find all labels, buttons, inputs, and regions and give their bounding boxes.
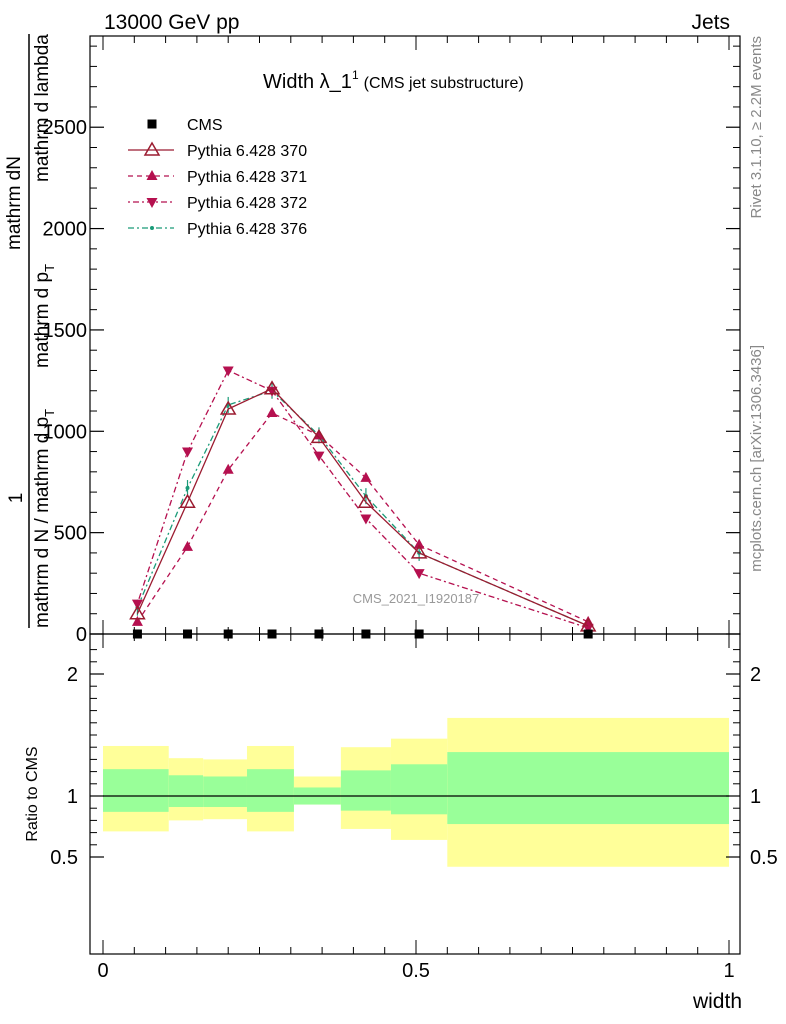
data-point — [313, 451, 325, 462]
data-point — [360, 514, 372, 525]
legend-marker — [146, 198, 158, 208]
x-tick-label: 1 — [723, 960, 734, 982]
chart-title-sup: 1 — [352, 68, 359, 82]
y-tick-label: 500 — [54, 523, 87, 545]
legend-item: Pythia 6.428 370 — [128, 141, 307, 160]
ylabel-numerator2: mathrm dN — [4, 156, 25, 250]
x-tick-label: 0.5 — [402, 960, 430, 982]
ylabel-tail: mathrm d lambda — [32, 34, 53, 182]
y-tick-label: 2500 — [43, 117, 88, 139]
chart-title: Width λ_11 (CMS jet substructure) — [263, 68, 524, 93]
ylabel-den-sub-2: T — [42, 264, 57, 272]
ylabel-den-1: mathrm d N / mathrm d p — [32, 417, 53, 628]
data-point — [222, 366, 234, 377]
y-tick-label: 0 — [76, 624, 87, 646]
data-point — [222, 463, 234, 474]
chart-title-main: Width λ_1 — [263, 71, 352, 93]
ratio-frame — [89, 633, 741, 955]
data-point — [182, 540, 194, 551]
y-tick-label: 2000 — [43, 219, 88, 241]
data-point — [413, 569, 425, 580]
x-tick-label: 0 — [97, 960, 108, 982]
data-point — [182, 447, 194, 458]
ratio-bands — [103, 717, 729, 867]
ratio-y-tick-label-left: 2 — [67, 664, 78, 686]
ratio-inner-band — [203, 776, 247, 807]
header-left: 13000 GeV pp — [104, 11, 239, 34]
series-pythia-6-428-370 — [129, 380, 597, 632]
x-axis-label: width — [692, 990, 742, 1013]
chart-subtitle: (CMS jet substructure) — [364, 75, 524, 92]
ratio-inner-band — [447, 752, 729, 825]
ratio-panel: 0.5 0.5 1 1 2 2 0 0.5 1 Ratio to CMS width — [24, 633, 778, 1013]
data-point — [131, 615, 143, 626]
ratio-y-tick-label-right: 0.5 — [750, 847, 778, 869]
ylabel-den-2: mathrm d p — [32, 272, 53, 368]
ylabel-denominator2: mathrm d pT — [32, 264, 57, 368]
ratio-inner-band — [390, 764, 448, 815]
data-point — [313, 429, 325, 440]
data-point — [179, 493, 196, 508]
data-point — [263, 380, 281, 395]
ylabel-numerator: 1 — [6, 493, 27, 504]
ylabel-den-sub-1: T — [42, 409, 57, 417]
data-point — [266, 407, 278, 418]
legend-marker — [143, 141, 161, 156]
data-point — [357, 493, 375, 508]
legend-label: CMS — [187, 117, 223, 134]
series-line — [136, 412, 589, 623]
data-point — [410, 544, 428, 559]
legend-item: CMS — [147, 117, 223, 134]
legend-label: Pythia 6.428 371 — [187, 169, 307, 186]
data-point — [310, 428, 328, 444]
header-right: Jets — [691, 11, 730, 34]
legend-label: Pythia 6.428 376 — [187, 221, 307, 238]
data-point — [131, 599, 143, 610]
legend-marker — [147, 119, 157, 129]
ratio-y-tick-label-right: 1 — [750, 786, 761, 808]
ratio-inner-band — [168, 775, 204, 807]
legend-item: Pythia 6.428 376 — [128, 221, 307, 238]
data-point — [360, 471, 372, 482]
mcplots-label: mcplots.cern.ch [arXiv:1306.3436] — [748, 345, 765, 572]
ratio-inner-band — [246, 769, 294, 812]
data-point — [185, 486, 190, 491]
series-line — [136, 390, 589, 627]
y-tick-label: 1000 — [43, 421, 88, 443]
watermark: CMS_2021_I1920187 — [353, 591, 480, 606]
legend-marker — [150, 226, 154, 230]
data-point — [219, 400, 237, 415]
series-line — [136, 387, 589, 627]
legend-label: Pythia 6.428 370 — [187, 143, 307, 160]
y-tick-label: 1500 — [43, 320, 88, 342]
data-point — [413, 538, 425, 549]
data-point — [129, 605, 146, 620]
ratio-ylabel: Ratio to CMS — [24, 746, 41, 841]
legend-label: Pythia 6.428 372 — [187, 195, 307, 212]
series-line — [136, 369, 589, 629]
ratio-y-tick-label-left: 0.5 — [50, 847, 78, 869]
series-pythia-6-428-372 — [131, 366, 594, 634]
data-point — [582, 623, 594, 634]
ratio-y-tick-label-right: 2 — [750, 664, 761, 686]
ratio-inner-band — [103, 769, 169, 812]
legend-marker — [146, 170, 158, 180]
ratio-y-tick-label-left: 1 — [67, 786, 78, 808]
legend-item: Pythia 6.428 371 — [128, 169, 307, 186]
data-point — [266, 386, 278, 397]
ylabel-denominator: mathrm d N / mathrm d pT — [32, 409, 57, 628]
legend: CMS Pythia 6.428 370 Pythia 6.428 371 Pythi… — [128, 117, 307, 238]
rivet-label: Rivet 3.1.10, ≥ 2.2M events — [748, 36, 765, 219]
legend-item: Pythia 6.428 372 — [128, 195, 307, 212]
series-layer — [129, 366, 597, 639]
ratio-inner-band — [340, 770, 391, 811]
main-ylabel: 1 mathrm d N / mathrm d pT mathrm dN mat… — [4, 34, 57, 628]
